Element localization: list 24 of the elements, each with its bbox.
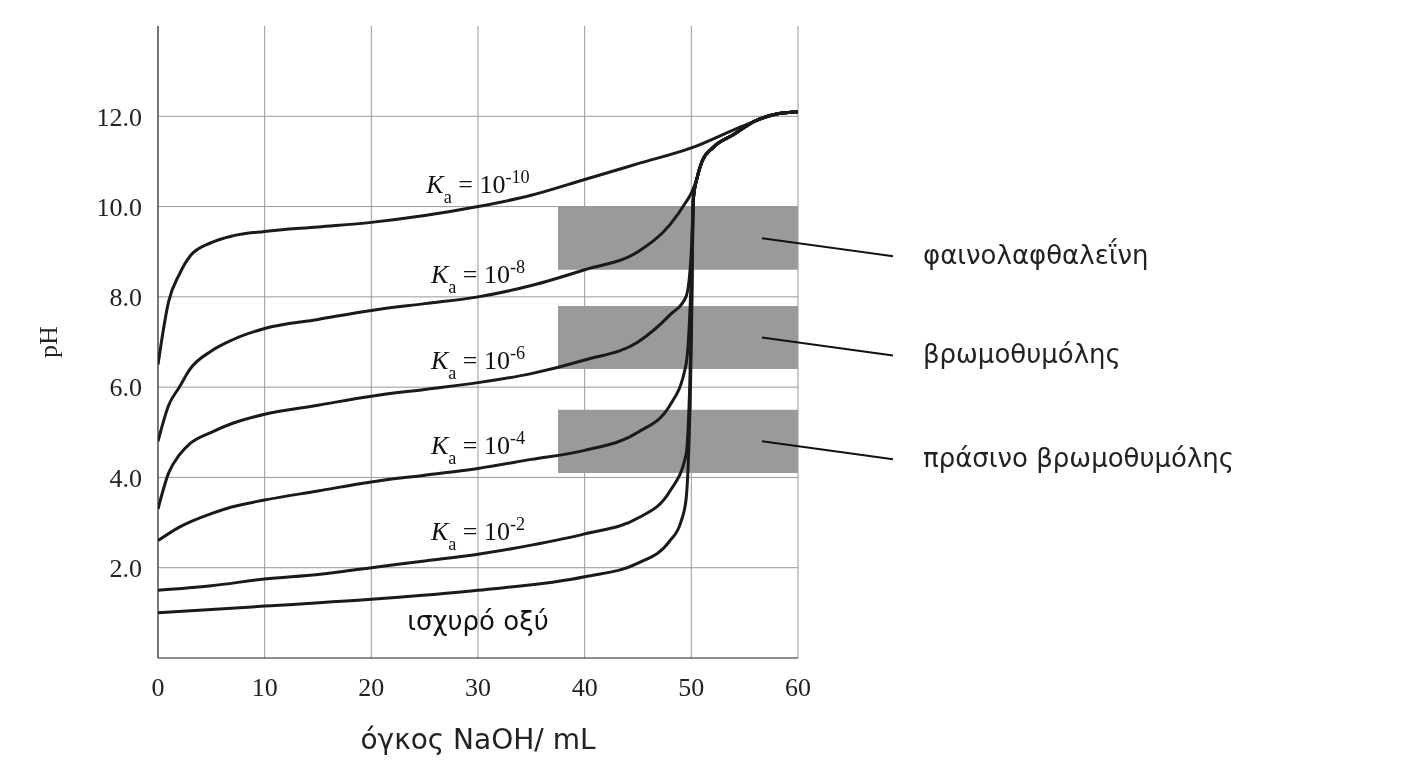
- series-label: K$_{a}$ = 10$^{-4}$: [429, 428, 526, 469]
- x-tick-label: 20: [358, 673, 385, 703]
- y-tick-label: 10.0: [96, 192, 142, 222]
- band-label: πράσινο βρωμοθυμόλης: [923, 443, 1235, 474]
- series-label: K$_{a}$ = 10$^{-8}$: [429, 256, 526, 297]
- band-label: φαινολαφθαλεΐνη: [923, 238, 1149, 271]
- series-label: ισχυρό οξύ: [407, 606, 549, 637]
- x-tick-label: 30: [465, 673, 491, 703]
- y-tick-label: 2.0: [109, 553, 142, 583]
- series-label: K$_{a}$ = 10$^{-10}$: [425, 166, 530, 207]
- series-label: K$_{a}$ = 10$^{-2}$: [429, 514, 526, 555]
- y-tick-label: 4.0: [109, 463, 142, 493]
- x-axis-title: όγκος NaOH/ mL: [360, 723, 596, 756]
- y-axis-title: pH: [34, 325, 64, 358]
- x-tick-label: 10: [251, 673, 278, 703]
- series-label: K$_{a}$ = 10$^{-6}$: [429, 342, 526, 383]
- x-tick-label: 40: [571, 673, 598, 703]
- y-tick-label: 12.0: [96, 102, 142, 132]
- x-tick-label: 0: [151, 673, 165, 703]
- x-tick-label: 60: [785, 673, 811, 703]
- y-tick-label: 6.0: [109, 373, 142, 403]
- band-label: βρωμοθυμόλης: [923, 339, 1121, 370]
- y-tick-label: 8.0: [109, 283, 142, 313]
- x-tick-label: 50: [678, 673, 705, 703]
